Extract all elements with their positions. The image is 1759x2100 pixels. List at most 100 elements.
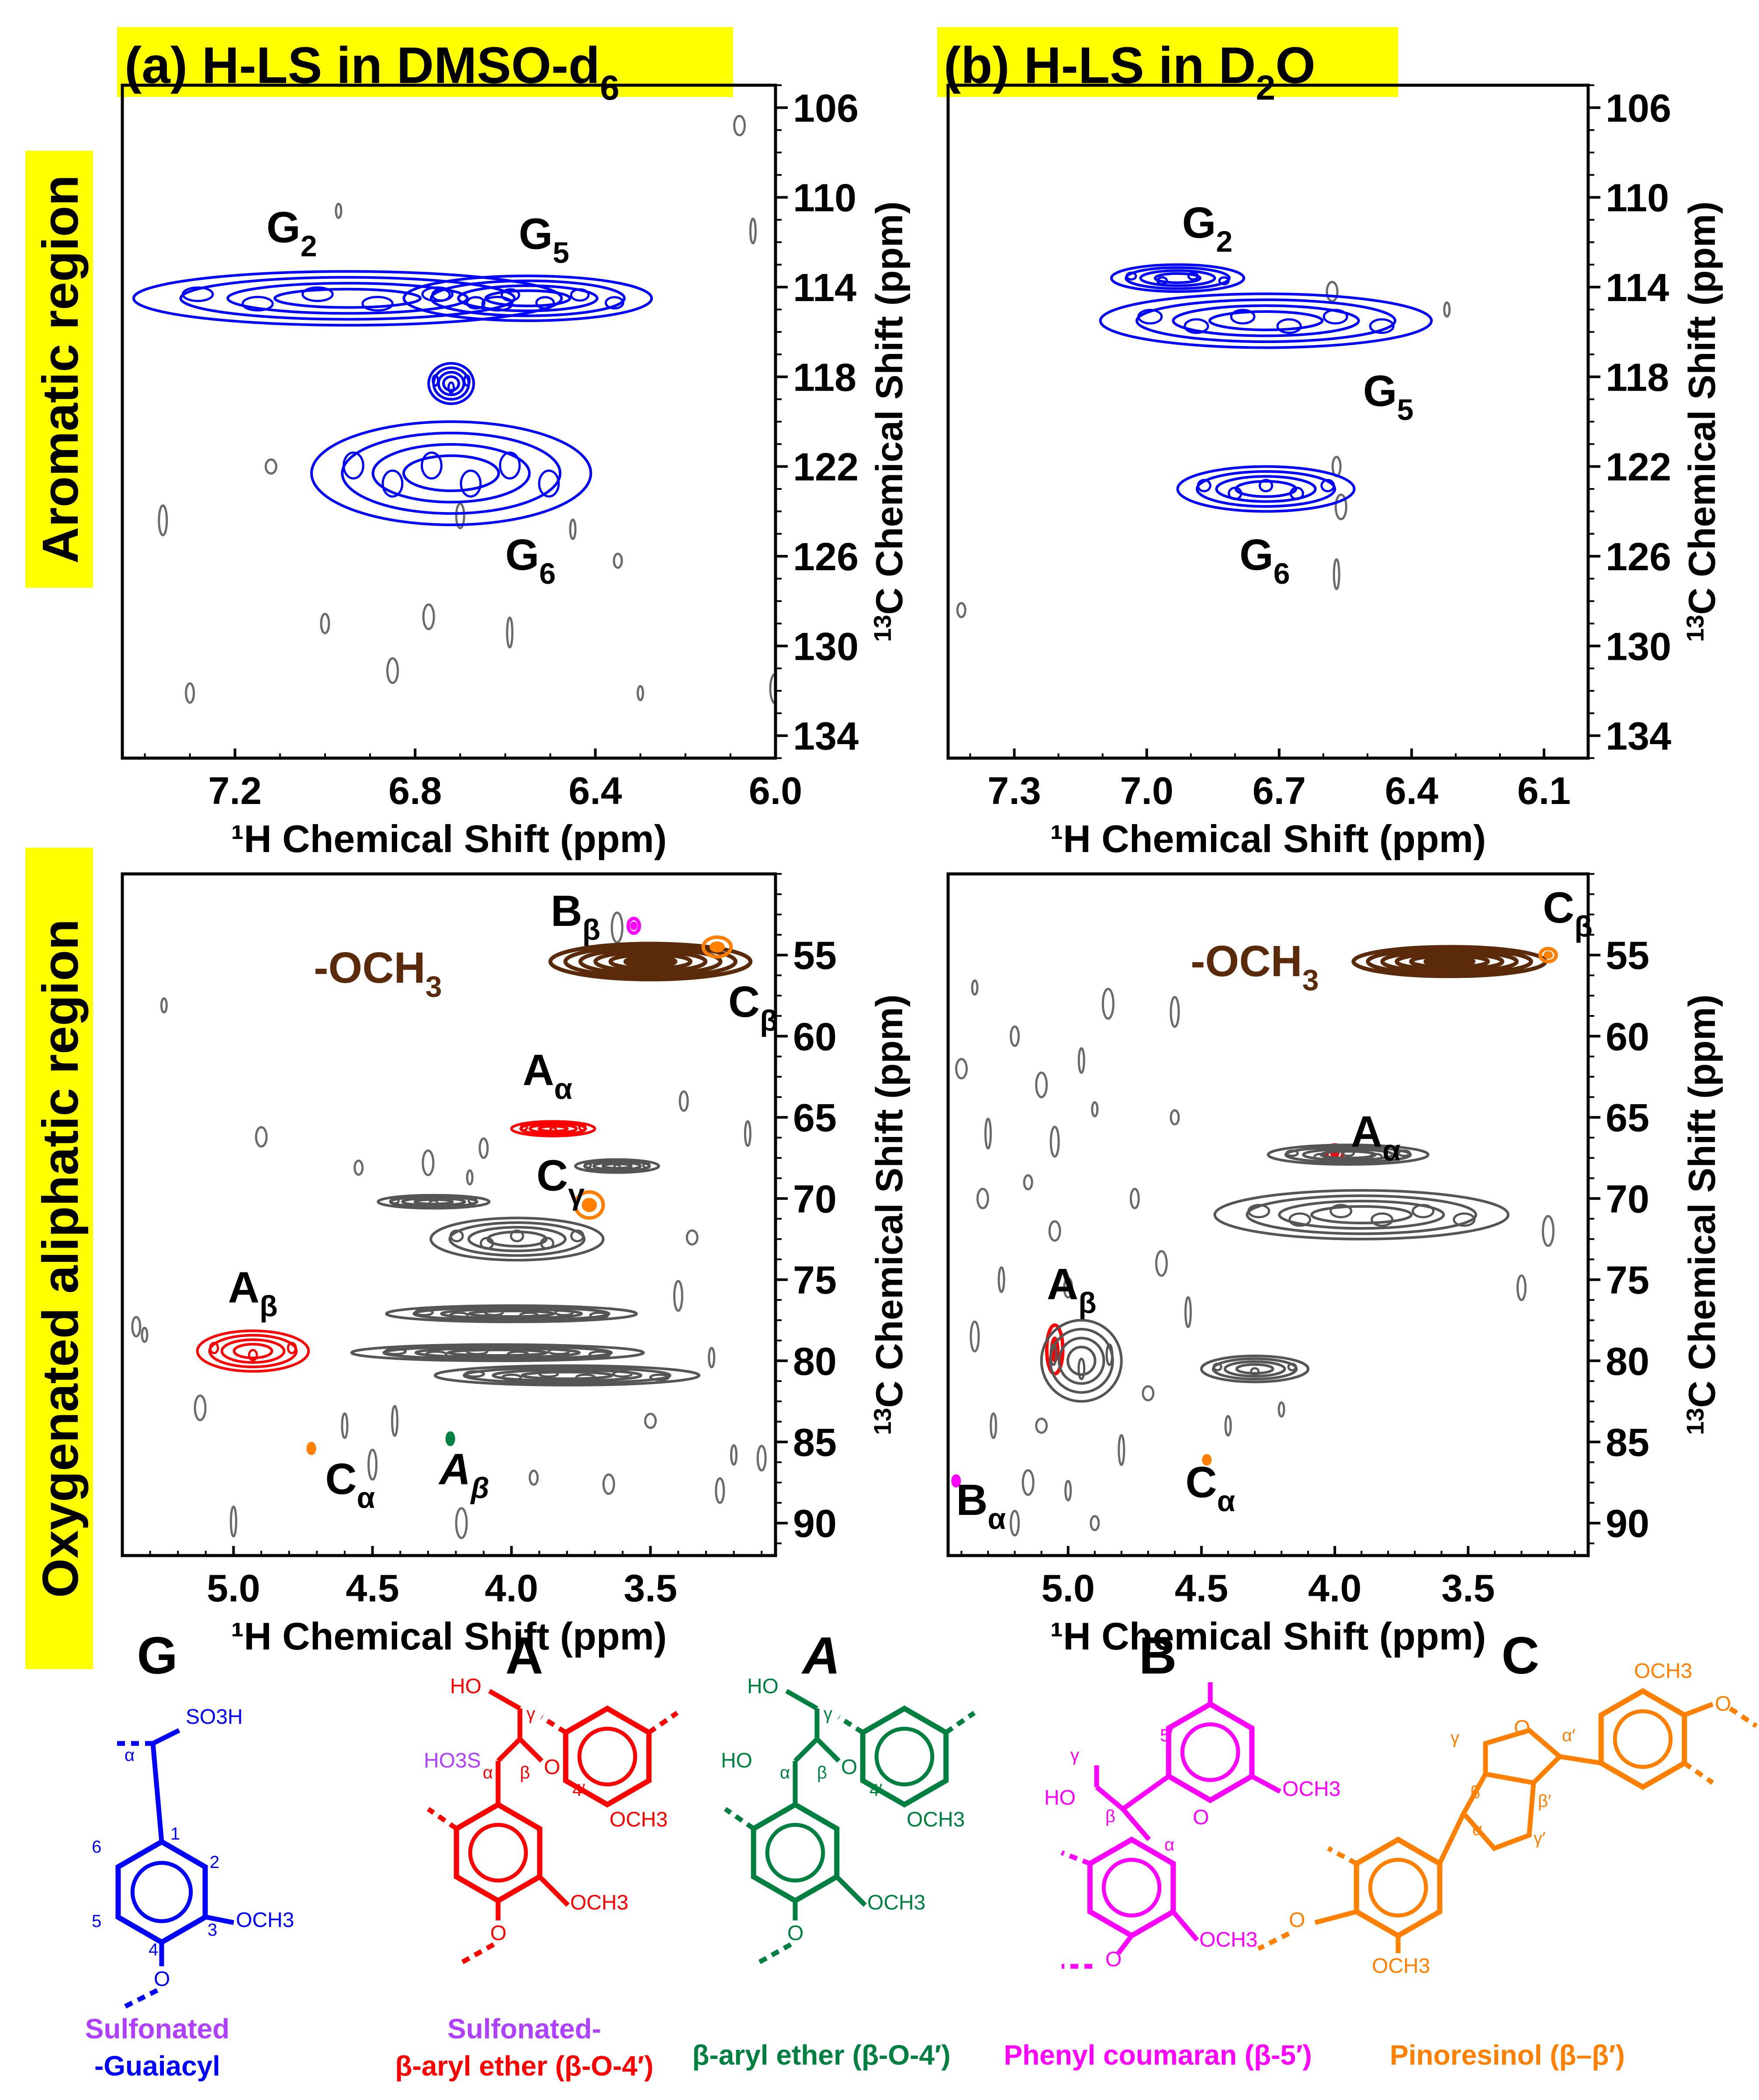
contour-island (499, 451, 521, 480)
contour-island (540, 1237, 554, 1250)
peak-label-G6: G6 (1240, 530, 1290, 590)
noise-peak (610, 911, 623, 944)
noise-peak (1101, 988, 1115, 1020)
bond (755, 1942, 792, 1966)
contour-island (1320, 478, 1335, 492)
atom-label: OCH3 (236, 1909, 294, 1932)
peak-label-G2: G2 (267, 203, 317, 263)
noise-peak (730, 1444, 738, 1466)
contour-island (1156, 276, 1168, 285)
noise-peak (131, 1316, 142, 1338)
peak-label-Cα: Cα (1185, 1458, 1235, 1518)
noise-peak (569, 518, 577, 540)
noise-peak (1010, 1025, 1020, 1047)
noise-peak (466, 1169, 474, 1186)
contour-island (1287, 1362, 1297, 1372)
contour-island (1341, 1149, 1355, 1157)
row-label-aliphatic: Oxygenated aliphatic region (32, 919, 89, 1598)
noise-peak (422, 1149, 435, 1176)
contour-core (954, 1478, 958, 1484)
y-tick-label: 118 (1606, 356, 1669, 399)
bond (426, 1807, 458, 1831)
contour-ring (442, 375, 461, 392)
peak-label-Cβ: Cβ (1543, 883, 1593, 943)
noise-peak (229, 1505, 237, 1538)
contour-island (1330, 1204, 1353, 1219)
structure-letter: C (1502, 1626, 1540, 1685)
cross-peak-unassigned (1213, 1189, 1510, 1241)
contour-island (538, 1370, 559, 1378)
noise-peak (1326, 281, 1339, 302)
noise-peak (679, 1090, 689, 1112)
noise-peak (984, 1117, 992, 1150)
bond (835, 1875, 867, 1907)
x-axis-title: ¹H Chemical Shift (ppm) (1050, 1615, 1486, 1658)
atom-label: OCH3 (609, 1808, 668, 1831)
atom-label: OCH3 (1372, 1954, 1430, 1978)
aromatic-ring-inner (468, 1823, 528, 1883)
contour-island (510, 1229, 524, 1243)
contour-ring (1538, 946, 1558, 963)
bond (1095, 1785, 1125, 1811)
contour-ring (521, 1371, 613, 1380)
cross-peak-unassigned (433, 1364, 701, 1387)
contour-ring (1223, 1360, 1286, 1378)
contour-ring (548, 942, 753, 981)
cross-peak-unassigned (574, 1158, 660, 1174)
contour-ring (1125, 266, 1231, 290)
atom-label: α (483, 1763, 493, 1782)
noise-peak (1064, 1480, 1072, 1501)
atom-label: 6 (92, 1837, 101, 1857)
structure-caption: Sulfonated- (447, 2013, 601, 2045)
noise-peak (422, 603, 435, 631)
contour-ring (573, 1190, 605, 1220)
atom-label: O (154, 1968, 170, 1991)
contour-island (554, 1309, 574, 1317)
noise-peak (644, 1413, 657, 1429)
noise-peak (971, 979, 979, 996)
x-tick-label: 5.0 (1042, 1566, 1095, 1610)
contour-island (1285, 1149, 1299, 1157)
y-tick-label: 65 (1606, 1096, 1649, 1140)
contour-island (1323, 308, 1348, 325)
noise-peak (769, 672, 776, 705)
contour-island (1258, 478, 1274, 492)
contour-ring (1066, 1345, 1097, 1376)
contour-ring (412, 1306, 610, 1322)
contour-core (309, 1445, 314, 1452)
contour-island (1313, 1153, 1327, 1161)
bond (1314, 1909, 1357, 1925)
contour-island (1369, 1153, 1383, 1161)
peak-label-Cα: Cα (325, 1455, 375, 1514)
atom-label: 4 (149, 1940, 158, 1959)
y-tick-label: 130 (1606, 625, 1671, 669)
bond (785, 1689, 818, 1711)
contour-ring (226, 282, 469, 315)
contour-island (506, 1350, 530, 1358)
noise-peak (1334, 493, 1347, 520)
bond (1559, 1754, 1602, 1766)
atom-label: O (1289, 1909, 1305, 1932)
cross-peak-Aβ (196, 1329, 310, 1373)
y-tick-label: 122 (793, 446, 859, 489)
noise-peak (1035, 1417, 1048, 1434)
contour-ring (578, 947, 723, 976)
contour-island (480, 1237, 494, 1250)
contour-island (1228, 486, 1243, 500)
x-tick-label: 4.0 (1308, 1566, 1361, 1610)
cross-peak-G6 (310, 420, 592, 527)
y-tick-label: 80 (793, 1340, 837, 1383)
noise-peak (956, 602, 966, 618)
noise-peak (255, 1126, 268, 1148)
y-tick-label: 110 (793, 177, 856, 220)
bond (150, 1743, 164, 1842)
noise-peak (341, 1412, 349, 1439)
aromatic-ring (1166, 1701, 1255, 1803)
cross-peak-unassigned (350, 1343, 645, 1362)
contour-ring (574, 1158, 660, 1174)
y-tick-label: 60 (793, 1015, 837, 1059)
x-tick-label: 6.8 (388, 769, 442, 812)
x-tick-label: 4.5 (346, 1566, 399, 1610)
